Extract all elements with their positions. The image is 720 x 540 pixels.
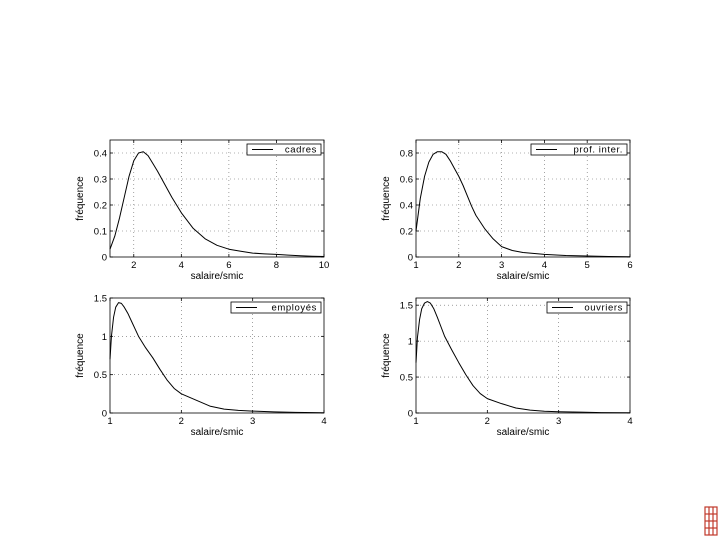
x-axis-label: salaire/smic — [497, 271, 550, 282]
x-tick-label: 10 — [319, 260, 330, 271]
plot-frame — [109, 139, 325, 258]
x-tick-label: 3 — [499, 260, 504, 271]
chart-panel-prof-inter: 1 2 3 4 5 6 0 0.2 0.4 0.6 0.8 salaire/smic fréquence… — [381, 139, 633, 282]
x-tick-label: 1 — [107, 416, 112, 427]
legend: prof. inter. — [530, 143, 628, 156]
y-tick-label: 0 — [408, 253, 413, 264]
y-tick-label: 0.5 — [400, 373, 413, 384]
legend-entry: ouvriers — [584, 303, 623, 314]
y-tick-label: 0.4 — [400, 201, 413, 212]
chart-panel-ouvriers: 1 2 3 4 0 0.5 1 1.5 salaire/smic fréquence ouvrier… — [381, 297, 633, 438]
x-tick-label: 2 — [456, 260, 461, 271]
y-tick-label: 0.6 — [400, 175, 413, 186]
x-tick-label: 6 — [627, 260, 632, 271]
x-tick-label: 3 — [556, 416, 561, 427]
x-tick-label: 4 — [179, 260, 184, 271]
legend-entry: cadres — [285, 145, 317, 156]
plot-frame — [415, 297, 631, 414]
y-axis-label: fréquence — [381, 333, 392, 378]
x-tick-label: 8 — [274, 260, 279, 271]
y-tick-label: 0.5 — [94, 370, 107, 381]
chart-panel-cadres: 2 4 6 8 10 0 0.1 0.2 0.3 0.4 salaire/smic fréquence… — [75, 139, 330, 282]
series-line — [415, 151, 631, 258]
legend-box — [230, 301, 322, 314]
legend-box — [246, 143, 322, 156]
y-tick-label: 0.1 — [94, 227, 107, 238]
y-axis-label: fréquence — [381, 176, 392, 221]
x-tick-label: 1 — [413, 416, 418, 427]
grid-logo-icon — [704, 506, 718, 536]
y-tick-label: 0.2 — [94, 201, 107, 212]
x-tick-label: 2 — [131, 260, 136, 271]
x-tick-label: 1 — [413, 260, 418, 271]
chart-panel-employes: 1 2 3 4 0 0.5 1 1.5 salaire/smic fréquence employé… — [75, 294, 327, 439]
x-axis-label: salaire/smic — [497, 427, 550, 438]
y-tick-label: 1 — [408, 337, 413, 348]
y-tick-label: 0.3 — [94, 175, 107, 186]
legend: employés — [230, 301, 322, 314]
x-tick-label: 4 — [542, 260, 547, 271]
legend-box — [530, 143, 628, 156]
y-tick-label: 0.2 — [400, 227, 413, 238]
legend: cadres — [246, 143, 322, 156]
plot-frame — [109, 297, 325, 414]
y-tick-label: 0.8 — [400, 149, 413, 160]
y-tick-label: 0 — [408, 409, 413, 420]
legend: ouvriers — [546, 301, 628, 314]
y-tick-label: 1 — [102, 332, 107, 343]
series-line — [415, 301, 631, 414]
x-tick-label: 2 — [485, 416, 490, 427]
x-tick-label: 4 — [321, 416, 326, 427]
legend-entry: employés — [272, 303, 317, 314]
x-tick-label: 5 — [585, 260, 590, 271]
y-tick-label: 0 — [102, 253, 107, 264]
x-axis-label: salaire/smic — [191, 427, 244, 438]
legend-entry: prof. inter. — [574, 145, 623, 156]
x-tick-label: 6 — [226, 260, 231, 271]
y-axis-label: fréquence — [75, 333, 86, 378]
x-tick-label: 3 — [250, 416, 255, 427]
plot-frame — [415, 139, 631, 258]
x-axis-label: salaire/smic — [191, 271, 244, 282]
y-axis-label: fréquence — [75, 176, 86, 221]
series-line — [109, 151, 325, 257]
x-tick-label: 2 — [179, 416, 184, 427]
series-line — [109, 302, 325, 414]
legend-box — [546, 301, 628, 314]
y-tick-label: 1.5 — [400, 301, 413, 312]
y-tick-label: 0.4 — [94, 149, 107, 160]
y-tick-label: 0 — [102, 409, 107, 420]
y-tick-label: 1.5 — [94, 294, 107, 305]
x-tick-label: 4 — [627, 416, 632, 427]
